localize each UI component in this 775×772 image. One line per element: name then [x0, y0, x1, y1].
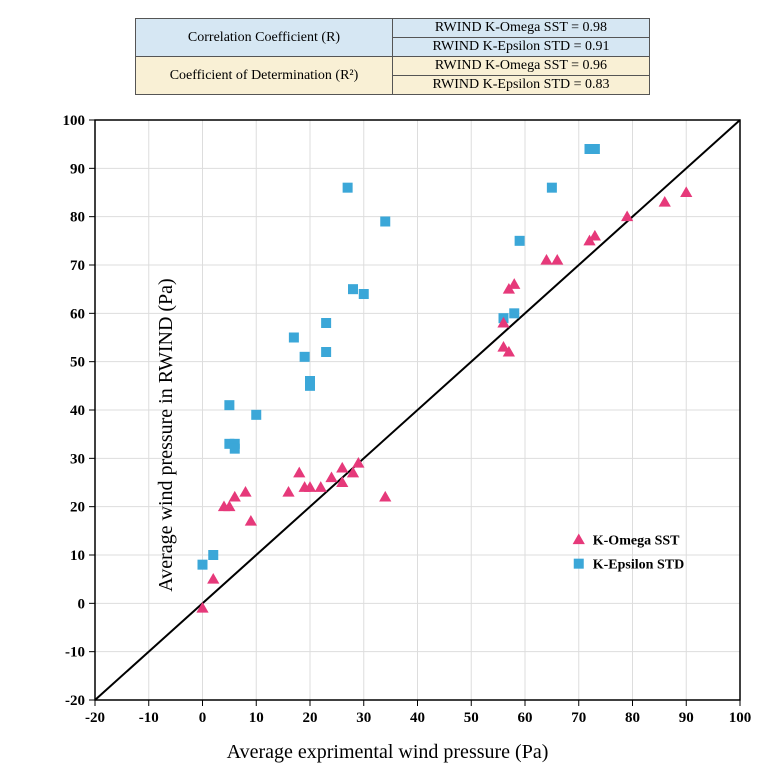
- svg-text:100: 100: [729, 710, 752, 726]
- svg-text:-10: -10: [139, 710, 159, 726]
- stat-r2-label: Coefficient of Determination (R²): [136, 57, 393, 95]
- svg-text:90: 90: [70, 161, 85, 177]
- svg-text:60: 60: [70, 306, 85, 322]
- svg-text:K-Epsilon STD: K-Epsilon STD: [593, 558, 684, 573]
- svg-text:80: 80: [625, 710, 640, 726]
- svg-text:80: 80: [70, 210, 85, 226]
- scatter-chart: Average wind pressure in RWIND (Pa) Aver…: [20, 110, 755, 760]
- svg-text:60: 60: [518, 710, 533, 726]
- svg-text:-20: -20: [85, 710, 105, 726]
- svg-text:90: 90: [679, 710, 694, 726]
- stat-r2-val-2: RWIND K-Epsilon STD = 0.83: [393, 76, 650, 95]
- svg-text:100: 100: [63, 113, 86, 129]
- svg-text:20: 20: [303, 710, 318, 726]
- svg-text:40: 40: [410, 710, 425, 726]
- stat-r-label: Correlation Coefficient (R): [136, 19, 393, 57]
- svg-text:10: 10: [70, 548, 85, 564]
- svg-text:-20: -20: [65, 693, 85, 709]
- stat-r2-val-1: RWIND K-Omega SST = 0.96: [393, 57, 650, 76]
- svg-text:40: 40: [70, 403, 85, 419]
- svg-text:50: 50: [70, 355, 85, 371]
- stats-table: Correlation Coefficient (R) RWIND K-Omeg…: [135, 18, 650, 95]
- y-axis-label: Average wind pressure in RWIND (Pa): [155, 278, 178, 591]
- svg-text:0: 0: [78, 596, 86, 612]
- stat-r-val-1: RWIND K-Omega SST = 0.98: [393, 19, 650, 38]
- x-axis-label: Average exprimental wind pressure (Pa): [227, 741, 549, 764]
- svg-text:30: 30: [356, 710, 371, 726]
- svg-text:30: 30: [70, 451, 85, 467]
- svg-text:0: 0: [199, 710, 207, 726]
- svg-text:50: 50: [464, 710, 479, 726]
- chart-svg: -20 -10 0 10 20 30 40 50 60 70 80 90 100 -20 -10 0 10 20 3…: [20, 110, 755, 760]
- svg-text:70: 70: [571, 710, 586, 726]
- stat-r-val-2: RWIND K-Epsilon STD = 0.91: [393, 38, 650, 57]
- svg-text:70: 70: [70, 258, 85, 274]
- svg-text:20: 20: [70, 500, 85, 516]
- svg-text:K-Omega SST: K-Omega SST: [593, 534, 680, 549]
- svg-text:10: 10: [249, 710, 264, 726]
- svg-text:-10: -10: [65, 645, 85, 661]
